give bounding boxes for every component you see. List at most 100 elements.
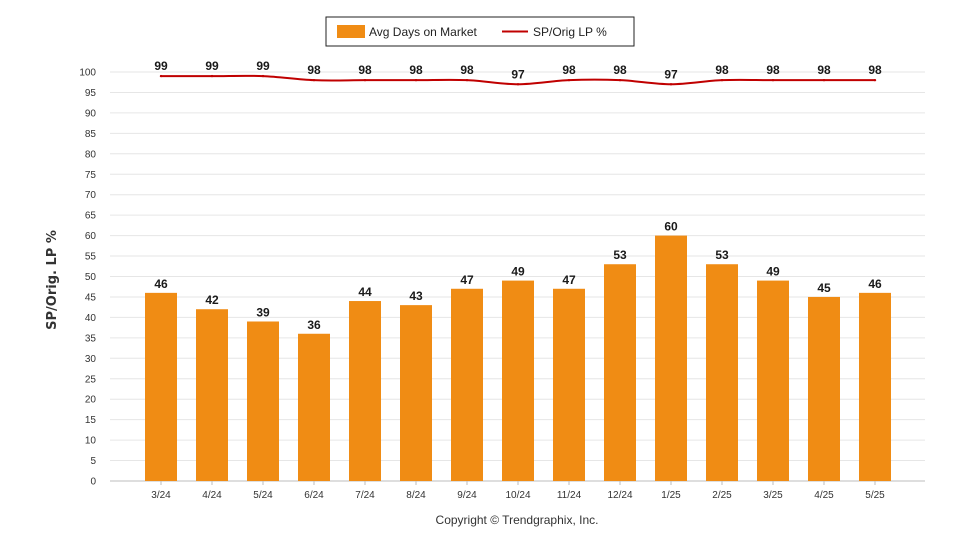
line-point: [771, 78, 775, 82]
line-data-label: 98: [307, 63, 321, 77]
bar-data-label: 53: [613, 248, 627, 262]
y-tick-label: 15: [85, 415, 97, 426]
line-point: [312, 78, 316, 82]
x-tick-label: 3/25: [763, 490, 783, 501]
x-tick-label: 9/24: [457, 490, 477, 501]
y-tick-label: 0: [90, 477, 96, 488]
x-tick-label: 4/24: [202, 490, 222, 501]
line-point: [159, 74, 163, 78]
line-point: [210, 74, 214, 78]
bar-data-label: 60: [664, 220, 678, 234]
line-point: [873, 78, 877, 82]
bar: [808, 296, 840, 481]
y-tick-label: 30: [85, 354, 97, 365]
bar: [604, 264, 636, 481]
y-tick-label: 50: [85, 272, 97, 283]
y-tick-label: 40: [85, 313, 97, 324]
bar: [757, 280, 789, 481]
line-data-label: 99: [256, 59, 270, 73]
x-tick-label: 6/24: [304, 490, 324, 501]
x-tick-label: 3/24: [151, 490, 171, 501]
line-series: 99 99 99 98 98 98 98 97 98 98 97 98 98 98 98: [154, 59, 882, 86]
line-data-label: 98: [409, 63, 423, 77]
line-data-label: 98: [613, 63, 627, 77]
bar-data-label: 39: [256, 305, 270, 319]
y-tick-label: 10: [85, 436, 97, 447]
x-tick-label: 8/24: [406, 490, 426, 501]
y-tick-label: 25: [85, 374, 97, 385]
line-data-label: 98: [868, 63, 882, 77]
bar-data-label: 43: [409, 289, 423, 303]
y-tick-label: 45: [85, 292, 97, 303]
y-tick-label: 100: [79, 68, 96, 79]
bar: [451, 288, 483, 481]
bar: [247, 321, 279, 481]
x-tick-label: 12/24: [607, 490, 632, 501]
line-data-label: 99: [154, 59, 168, 73]
line-data-label: 97: [664, 67, 678, 81]
line-data-label: 97: [511, 67, 525, 81]
gridlines: [110, 71, 925, 482]
y-axis-title: SP/Orig. LP %: [45, 230, 60, 330]
x-tick-label: 4/25: [814, 490, 834, 501]
y-tick-label: 5: [90, 456, 96, 467]
x-tick-label: 11/24: [557, 490, 582, 501]
copyright-text: Copyright © Trendgraphix, Inc.: [436, 513, 599, 527]
bar: [706, 264, 738, 481]
y-tick-label: 75: [85, 170, 97, 181]
legend: Avg Days on Market SP/Orig LP %: [325, 16, 635, 47]
bar-data-label: 47: [460, 273, 474, 287]
y-tick-label: 90: [85, 108, 97, 119]
bar-data-label: 44: [358, 285, 372, 299]
bar-data-label: 49: [766, 265, 780, 279]
y-tick-label: 60: [85, 231, 97, 242]
line-point: [363, 78, 367, 82]
line-point: [822, 78, 826, 82]
bar: [859, 292, 891, 481]
bar-data-label: 42: [205, 293, 219, 307]
x-tick-label: 5/24: [253, 490, 273, 501]
y-tick-label: 85: [85, 129, 97, 140]
bar-data-label: 47: [562, 273, 576, 287]
x-axis-ticks: 3/24 4/24 5/24 6/24 7/24 8/24 9/24 10/24 11/24 12…: [151, 481, 885, 501]
legend-swatch-avg-days: [337, 25, 365, 38]
bar-data-label: 49: [511, 265, 525, 279]
line-point: [261, 74, 265, 78]
bar: [145, 292, 177, 481]
line-data-label: 98: [460, 63, 474, 77]
line-data-label: 98: [358, 63, 372, 77]
bar-data-label: 45: [817, 281, 831, 295]
line-data-label: 98: [715, 63, 729, 77]
line-data-label: 98: [766, 63, 780, 77]
x-tick-label: 10/24: [505, 490, 530, 501]
bar: [298, 333, 330, 481]
y-axis-ticks: 0 5 10 15 20 25 30 35 40 45 50 55 60 65 70 75 80 85 90 95 10…: [79, 68, 96, 488]
line-point: [465, 78, 469, 82]
bar: [400, 305, 432, 481]
line-point: [414, 78, 418, 82]
bar: [655, 235, 687, 481]
line-point: [669, 83, 673, 86]
bar-series: 46 42 39 36 44 43 47 49 47 53 60 53 49 45 46: [145, 220, 891, 481]
line-point: [567, 78, 571, 82]
y-tick-label: 70: [85, 190, 97, 201]
bar: [553, 288, 585, 481]
bar: [502, 280, 534, 481]
x-tick-label: 7/24: [355, 490, 375, 501]
line-data-label: 98: [562, 63, 576, 77]
line-data-label: 98: [817, 63, 831, 77]
x-tick-label: 1/25: [661, 490, 681, 501]
bar-data-label: 53: [715, 248, 729, 262]
bar-data-label: 46: [154, 277, 168, 291]
y-tick-label: 65: [85, 211, 97, 222]
y-tick-label: 80: [85, 149, 97, 160]
line-point: [720, 78, 724, 82]
legend-label-sp-orig: SP/Orig LP %: [533, 25, 607, 39]
bar-data-label: 46: [868, 277, 882, 291]
line-data-label: 99: [205, 59, 219, 73]
y-tick-label: 55: [85, 252, 97, 263]
y-tick-label: 35: [85, 333, 97, 344]
x-tick-label: 5/25: [865, 490, 885, 501]
